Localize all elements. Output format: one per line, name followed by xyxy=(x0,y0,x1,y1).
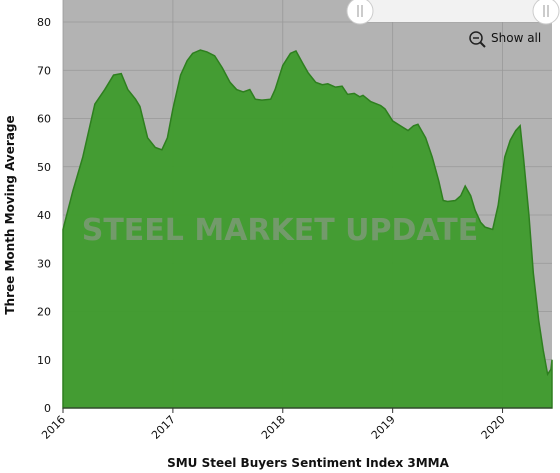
y-tick-label: 0 xyxy=(44,402,51,415)
x-axis-title: SMU Steel Buyers Sentiment Index 3MMA xyxy=(167,456,450,470)
y-tick-label: 30 xyxy=(37,257,51,270)
y-tick-label: 70 xyxy=(37,64,51,77)
y-tick-label: 10 xyxy=(37,354,51,367)
area xyxy=(62,49,553,409)
navigator-handle[interactable] xyxy=(532,0,560,25)
navigator-handle[interactable] xyxy=(346,0,374,25)
navigator-selection xyxy=(360,0,550,22)
y-tick-label: 60 xyxy=(37,113,51,126)
y-tick-label: 40 xyxy=(37,209,51,222)
y-axis-title: Three Month Moving Average xyxy=(3,115,17,314)
x-tick-label: 2018 xyxy=(259,413,288,442)
zoom-icon xyxy=(469,31,483,45)
x-tick-label: 2016 xyxy=(39,413,68,442)
x-tick-label: 2019 xyxy=(369,413,398,442)
button-label[interactable]: Show all xyxy=(491,31,541,45)
x-tick-label: 2020 xyxy=(479,413,508,442)
x-tick-label: 2017 xyxy=(149,413,178,442)
marks xyxy=(62,49,553,409)
y-tick-label: 20 xyxy=(37,306,51,319)
y-tick-label: 50 xyxy=(37,161,51,174)
show-all-button[interactable]: Show all xyxy=(469,31,541,48)
y-tick-label: 80 xyxy=(37,16,51,29)
watermark: STEEL MARKET UPDATE xyxy=(82,213,479,248)
zoom-icon xyxy=(479,41,486,48)
